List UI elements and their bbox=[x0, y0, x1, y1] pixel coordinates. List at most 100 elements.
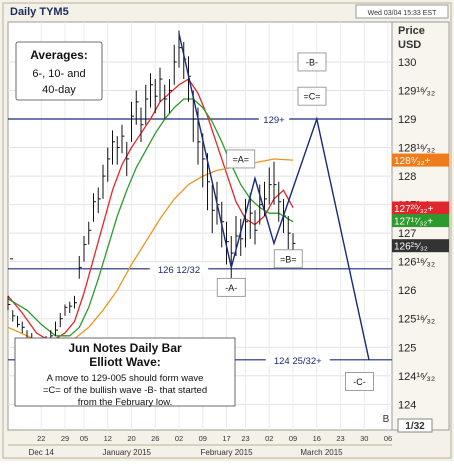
price-axis-label: Price bbox=[398, 25, 425, 37]
price-bar bbox=[97, 187, 101, 214]
x-tick-label: 05 bbox=[80, 434, 88, 443]
price-bar bbox=[254, 210, 258, 245]
level-label: 124 25/32+ bbox=[274, 356, 322, 367]
wave-label: =C= bbox=[303, 92, 320, 102]
level-label-bg bbox=[265, 353, 330, 366]
elliott-wave-path bbox=[178, 33, 370, 360]
price-bar bbox=[273, 161, 277, 205]
averages-line: 40-day bbox=[42, 84, 76, 96]
level-label-bg bbox=[149, 262, 209, 275]
price-bar bbox=[169, 79, 172, 114]
x-tick-label: 16 bbox=[313, 434, 321, 443]
level-label: 126 12/32 bbox=[158, 265, 200, 276]
x-tick-label: 09 bbox=[289, 434, 297, 443]
price-axis-unit: USD bbox=[398, 39, 421, 51]
wave-label: =A= bbox=[232, 154, 249, 164]
y-tick-label: 130 bbox=[398, 57, 416, 69]
note-title: Jun Notes Daily Bar bbox=[68, 341, 182, 355]
price-tag-label: 127²⁰⁄₃₂+ bbox=[394, 204, 434, 215]
chart-title: Daily TYM5 bbox=[10, 6, 69, 18]
price-bar bbox=[131, 101, 134, 142]
wave-label-box bbox=[297, 52, 327, 72]
y-tick-label: 124 bbox=[398, 399, 416, 411]
price-bar bbox=[121, 124, 125, 154]
price-bar bbox=[135, 90, 139, 125]
price-bar bbox=[116, 136, 120, 165]
price-bar bbox=[154, 79, 158, 114]
price-bar bbox=[7, 295, 11, 311]
price-tag-label: 127¹⁷⁄₃₂+ bbox=[394, 217, 433, 228]
price-bar bbox=[12, 310, 16, 322]
price-tag-label: 126²⁵⁄₃₂ bbox=[394, 242, 428, 253]
price-bar bbox=[88, 221, 92, 245]
elliott-note-box bbox=[14, 337, 236, 407]
price-bar bbox=[245, 198, 248, 248]
price-bar bbox=[230, 235, 234, 279]
y-tick-label: 126 bbox=[398, 285, 416, 297]
marker-b: B bbox=[383, 414, 390, 425]
x-month-label: Dec 14 bbox=[29, 448, 55, 457]
timestamp-label: Wed 03/04 15:33 EST bbox=[368, 10, 437, 17]
price-tag bbox=[392, 239, 449, 253]
price-bar bbox=[211, 184, 215, 234]
y-tick-label: 128 bbox=[398, 171, 416, 183]
price-bar bbox=[268, 167, 272, 205]
price-tag bbox=[392, 153, 449, 167]
scale-button-label: 1/32 bbox=[405, 421, 425, 432]
price-bar bbox=[78, 255, 82, 279]
x-tick-label: 30 bbox=[360, 434, 368, 443]
x-tick-label: 06 bbox=[384, 434, 392, 443]
x-tick-label: 20 bbox=[127, 434, 135, 443]
y-tick-label: 129¹⁶⁄₃₂ bbox=[398, 85, 435, 97]
ma-line-6-day bbox=[7, 78, 294, 343]
price-bar bbox=[287, 216, 291, 250]
x-tick-label: 02 bbox=[175, 434, 183, 443]
y-tick-label: 129 bbox=[398, 114, 416, 126]
price-bar bbox=[164, 84, 168, 120]
wave-label: =B= bbox=[280, 254, 297, 264]
x-month-label: March 2015 bbox=[300, 448, 343, 457]
price-bar bbox=[140, 107, 144, 142]
price-bar bbox=[249, 193, 253, 239]
price-tag-label: 128⁹⁄₃₂+ bbox=[394, 156, 431, 167]
wave-label: -B- bbox=[306, 57, 318, 67]
wave-label-box bbox=[273, 249, 303, 269]
note-line: from the February low. bbox=[78, 397, 173, 408]
wave-label: -A- bbox=[225, 283, 237, 293]
price-bar bbox=[17, 315, 20, 328]
wave-label-box bbox=[345, 372, 374, 391]
y-tick-label: 128¹⁶⁄₃₂ bbox=[398, 143, 435, 155]
price-bar bbox=[159, 67, 163, 102]
price-bar bbox=[173, 44, 177, 85]
wave-label-box bbox=[216, 277, 246, 297]
x-tick-label: 26 bbox=[151, 434, 159, 443]
y-tick-label: 125¹⁶⁄₃₂ bbox=[398, 314, 435, 326]
price-bar bbox=[93, 193, 96, 222]
x-tick-label: 17 bbox=[222, 434, 230, 443]
x-month-label: January 2015 bbox=[103, 448, 152, 457]
x-tick-label: 22 bbox=[37, 434, 45, 443]
note-title: Elliott Wave: bbox=[89, 355, 161, 369]
x-tick-label: 09 bbox=[199, 434, 207, 443]
note-line: =C= of the bullish wave -B- that started bbox=[43, 385, 207, 396]
price-bar bbox=[145, 84, 149, 125]
price-bar bbox=[112, 130, 115, 165]
level-label: 129+ bbox=[263, 115, 285, 126]
averages-box bbox=[15, 41, 103, 101]
price-bar bbox=[107, 147, 111, 182]
scale-button-box[interactable] bbox=[397, 418, 433, 433]
price-bar bbox=[178, 30, 182, 68]
price-bar bbox=[83, 235, 87, 262]
price-bar bbox=[126, 141, 130, 177]
x-tick-label: 23 bbox=[336, 434, 344, 443]
price-bar bbox=[74, 295, 77, 309]
price-bar bbox=[240, 218, 244, 256]
price-bar bbox=[259, 184, 263, 225]
price-bar bbox=[102, 164, 106, 199]
level-label-bg bbox=[258, 113, 290, 126]
note-line: A move to 129-005 should form wave bbox=[47, 373, 204, 384]
y-tick-label: 124¹⁶⁄₃₂ bbox=[398, 371, 435, 383]
price-tag bbox=[392, 214, 449, 228]
averages-title: Averages: bbox=[30, 48, 88, 62]
